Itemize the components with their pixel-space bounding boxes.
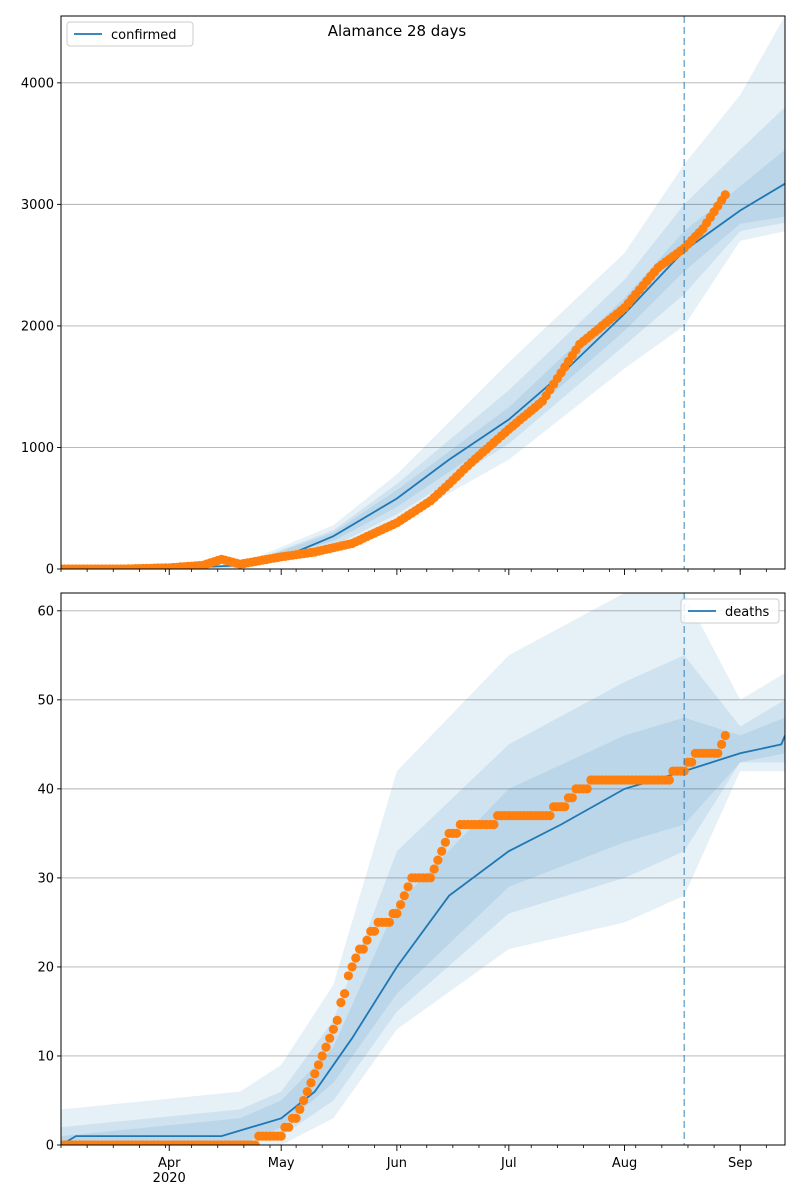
axes-frame [60, 592, 786, 1146]
y-tick-label: 0 [46, 563, 54, 578]
legend-box [66, 21, 194, 47]
observed-point [582, 784, 592, 794]
observed-point [489, 819, 499, 830]
observed-point [399, 891, 409, 901]
axes-frame [60, 15, 786, 570]
y-tick-label: 2000 [21, 319, 54, 334]
x-tick-label: May [268, 1156, 295, 1171]
plot-area [61, 593, 785, 1145]
confidence-band [61, 107, 785, 569]
y-tick-label: 20 [37, 960, 54, 975]
legend-label: confirmed [111, 28, 177, 43]
legend-box [680, 598, 780, 624]
observed-point [429, 864, 439, 874]
observed-point [284, 1122, 294, 1132]
x-tick-label: Sep [728, 1156, 753, 1171]
y-tick-label: 1000 [21, 441, 54, 456]
observed-points [61, 190, 730, 569]
observed-point [717, 739, 727, 750]
x-tick-label: Jun [386, 1156, 407, 1171]
y-tick-label: 40 [37, 782, 54, 797]
observed-point [250, 1140, 260, 1145]
y-tick-label: 30 [37, 871, 54, 886]
observed-point [362, 935, 372, 945]
y-tick-label: 50 [37, 693, 54, 708]
observed-point [425, 873, 436, 883]
observed-point [392, 908, 402, 919]
y-tick-label: 4000 [21, 76, 54, 91]
observed-point [336, 997, 346, 1008]
observed-point [306, 1078, 316, 1088]
observed-point [433, 855, 443, 865]
observed-point [347, 962, 357, 972]
observed-point [321, 1042, 331, 1052]
observed-point [325, 1033, 335, 1043]
observed-point [313, 1060, 324, 1070]
y-tick-label: 0 [46, 1139, 54, 1154]
observed-point [295, 1104, 305, 1114]
observed-point [302, 1087, 312, 1097]
observed-point [351, 953, 361, 963]
legend: confirmed [66, 21, 194, 47]
plot-area [61, 16, 785, 569]
observed-point [343, 971, 353, 981]
observed-points [61, 730, 730, 1145]
observed-point [720, 190, 730, 200]
confidence-band [61, 149, 785, 569]
observed-point [440, 837, 450, 847]
observed-point [560, 802, 570, 812]
observed-point [299, 1095, 309, 1106]
x-tick-sublabel: 2020 [153, 1171, 186, 1186]
observed-point [720, 730, 730, 741]
observed-point [276, 1131, 286, 1141]
observed-point [340, 989, 350, 999]
observed-point [369, 926, 380, 936]
legend: deaths [680, 598, 780, 624]
observed-point [687, 757, 697, 767]
observed-point [358, 944, 368, 954]
observed-point [403, 882, 413, 892]
observed-point [310, 1069, 320, 1079]
observed-point [545, 811, 555, 821]
observed-point [317, 1051, 327, 1061]
observed-point [567, 793, 577, 803]
legend-label: deaths [725, 605, 770, 620]
y-tick-label: 3000 [21, 198, 54, 213]
median-line [61, 735, 785, 1145]
confirmed-panel: 0 1000 2000 3000 4000 Alamance 28 days confirm… [21, 15, 786, 578]
observed-point [664, 775, 674, 785]
observed-point [384, 917, 394, 928]
observed-point [396, 900, 406, 910]
y-tick-label: 60 [37, 604, 54, 619]
confidence-band [61, 593, 785, 1145]
observed-point [328, 1024, 338, 1034]
y-tick-label: 10 [37, 1049, 54, 1064]
x-tick-label: Jul [500, 1156, 517, 1171]
observed-point [332, 1015, 342, 1025]
x-tick-label: Aug [612, 1156, 637, 1171]
x-tick-label: Apr [158, 1156, 181, 1171]
observed-point [452, 828, 462, 839]
observed-point [713, 748, 723, 758]
observed-point [291, 1113, 301, 1123]
chart-title: Alamance 28 days [328, 22, 467, 40]
observed-point [437, 846, 447, 856]
